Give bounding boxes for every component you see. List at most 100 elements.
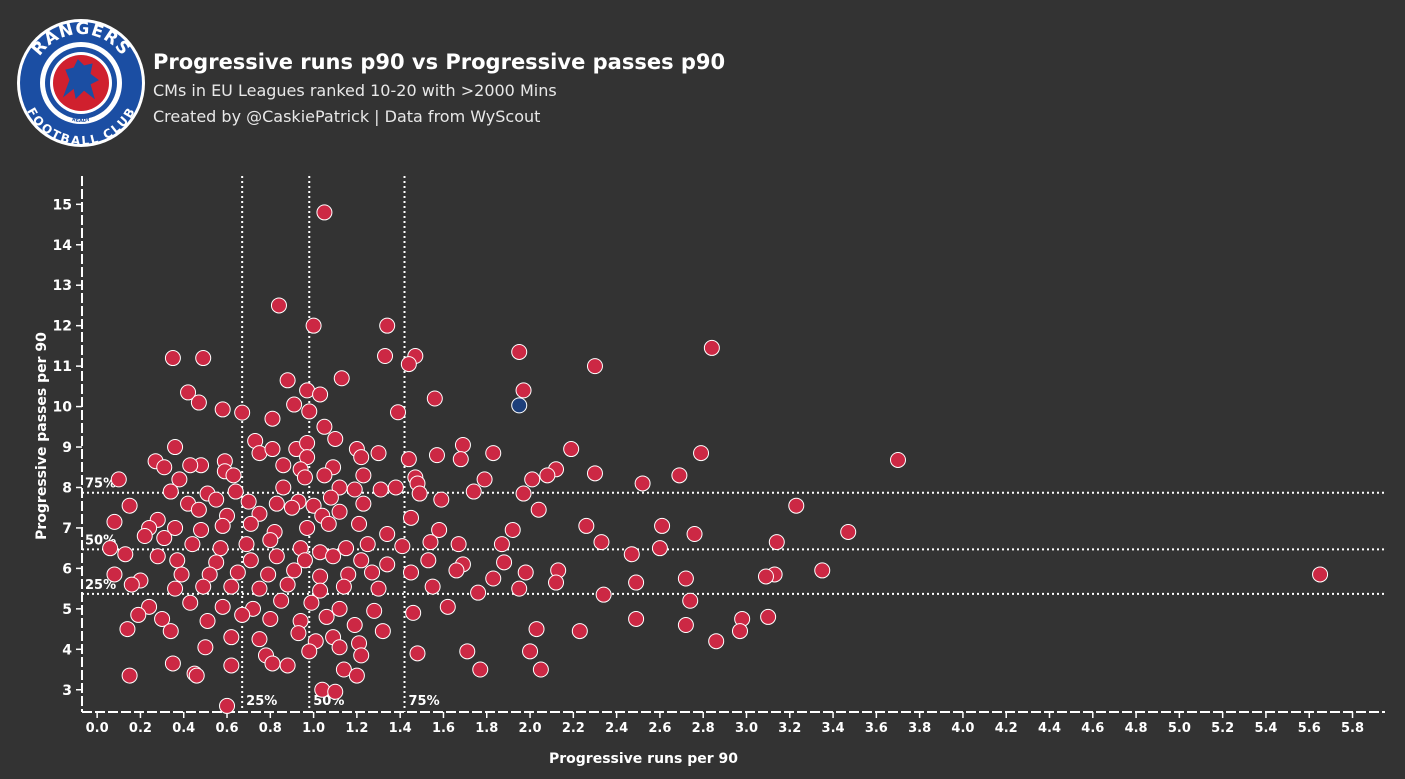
data-point (219, 697, 236, 714)
data-point (470, 584, 487, 601)
data-point (212, 540, 229, 557)
data-point (504, 521, 521, 538)
percentile-label-y: 25% (85, 578, 116, 593)
x-tick-label: 3.4 (822, 721, 845, 736)
data-point (171, 471, 188, 488)
data-point (402, 564, 419, 581)
data-point (110, 471, 127, 488)
data-point (496, 554, 513, 571)
data-point (305, 497, 322, 514)
y-tick-label: 8 (62, 480, 72, 496)
x-tick-label: 1.8 (475, 721, 498, 736)
data-point (338, 540, 355, 557)
data-point (299, 519, 316, 536)
data-point (400, 356, 417, 373)
data-point (511, 343, 528, 360)
data-point (450, 536, 467, 553)
data-point (511, 580, 528, 597)
data-point (106, 566, 123, 583)
data-point (517, 564, 534, 581)
data-point (515, 382, 532, 399)
x-tick-label: 2.4 (605, 721, 628, 736)
data-point (532, 661, 549, 678)
data-point (316, 418, 333, 435)
data-point (409, 645, 426, 662)
data-point (188, 667, 205, 684)
x-tick-label: 0.8 (259, 721, 282, 736)
data-point (327, 430, 344, 447)
data-point (214, 517, 231, 534)
data-point (251, 580, 268, 597)
y-tick-label: 15 (53, 197, 72, 213)
data-point (331, 639, 348, 656)
data-point (448, 562, 465, 579)
highlight-point (511, 397, 528, 414)
data-point (180, 384, 197, 401)
data-point (366, 602, 383, 619)
data-point (262, 532, 279, 549)
data-point (586, 358, 603, 375)
data-point (346, 481, 363, 498)
y-tick-label: 4 (62, 642, 72, 658)
x-tick-label: 2.2 (562, 721, 585, 736)
data-point (390, 404, 407, 421)
data-point (428, 447, 445, 464)
data-point (522, 643, 539, 660)
data-point (106, 513, 123, 530)
data-point (1312, 566, 1329, 583)
data-point (485, 570, 502, 587)
data-point (760, 608, 777, 625)
data-point (335, 578, 352, 595)
data-point (316, 467, 333, 484)
data-point (465, 483, 482, 500)
data-point (372, 481, 389, 498)
data-point (379, 556, 396, 573)
percentile-label-x: 75% (409, 694, 440, 709)
data-point (199, 612, 216, 629)
chart-credit: Created by @CaskiePatrick | Data from Wy… (153, 107, 541, 126)
data-point (156, 459, 173, 476)
data-point (164, 350, 181, 367)
data-point (290, 625, 307, 642)
data-point (768, 534, 785, 551)
data-point (214, 598, 231, 615)
data-point (331, 503, 348, 520)
data-point (283, 499, 300, 516)
data-point (123, 576, 140, 593)
x-tick-label: 5.8 (1341, 721, 1364, 736)
data-point (731, 623, 748, 640)
y-tick-label: 7 (62, 521, 72, 537)
logo-text-ready: READY (71, 117, 91, 124)
y-tick-label: 14 (53, 238, 73, 254)
data-point (459, 643, 476, 660)
data-point (387, 479, 404, 496)
data-point (242, 515, 259, 532)
data-point (117, 546, 134, 563)
data-point (167, 519, 184, 536)
x-tick-label: 4.4 (1038, 721, 1061, 736)
y-tick-label: 5 (62, 602, 72, 618)
data-point (268, 495, 285, 512)
data-point (595, 586, 612, 603)
data-point (353, 552, 370, 569)
data-point (279, 372, 296, 389)
data-point (454, 437, 471, 454)
data-point (273, 592, 290, 609)
x-tick-label: 1.4 (389, 721, 412, 736)
data-point (275, 479, 292, 496)
data-point (370, 580, 387, 597)
data-point (251, 631, 268, 648)
data-point (563, 441, 580, 458)
data-point (299, 434, 316, 451)
chart-subtitle: CMs in EU Leagues ranked 10-20 with >200… (153, 81, 557, 100)
data-point (493, 536, 510, 553)
data-point (119, 621, 136, 638)
data-point (433, 491, 450, 508)
data-point (757, 568, 774, 585)
chart-header: RANGERS FOOTBALL CLUB READY Progressive … (0, 0, 1405, 160)
data-point (424, 578, 441, 595)
data-point (539, 467, 556, 484)
data-point (173, 566, 190, 583)
data-point (677, 570, 694, 587)
y-tick-label: 11 (53, 359, 72, 375)
